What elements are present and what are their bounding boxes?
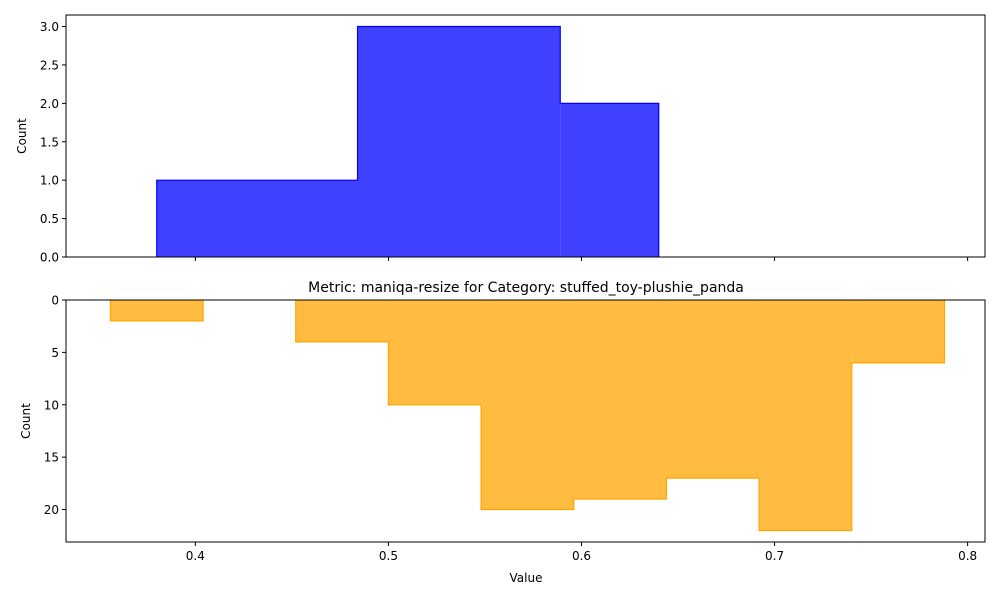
top-y-tick-label: 0.5: [40, 212, 59, 226]
bottom-histogram-bar: [851, 300, 945, 363]
top-y-axis-label: Count: [15, 118, 29, 154]
top-y-tick-label: 2.0: [40, 97, 59, 111]
bottom-y-tick-label: 20: [44, 503, 59, 517]
top-histogram-bars: [156, 25, 660, 258]
bottom-x-tick-label: 0.7: [765, 549, 784, 563]
bottom-histogram-bar: [481, 300, 574, 510]
bottom-histogram-panel: Metric: maniqa-resize for Category: stuf…: [19, 280, 986, 585]
bottom-x-axis-label: Value: [510, 571, 543, 585]
bottom-histogram-bar: [295, 300, 389, 342]
bottom-y-axis-ticks: 0 5 10 15 20: [44, 294, 66, 517]
bottom-histogram-bars: [109, 300, 946, 532]
bottom-y-axis-label: Count: [19, 403, 33, 439]
top-y-tick-label: 0.0: [40, 251, 59, 265]
bottom-x-axis-ticks: 0.4 0.5 0.6 0.7 0.8: [186, 542, 977, 563]
bottom-y-tick-label: 10: [44, 398, 59, 412]
bottom-histogram-bar: [388, 300, 482, 405]
bottom-x-tick-label: 0.4: [186, 549, 205, 563]
bottom-x-tick-label: 0.8: [958, 549, 977, 563]
bottom-y-tick-label: 15: [44, 451, 59, 465]
top-y-tick-label: 3.0: [40, 20, 59, 34]
bottom-histogram-bar: [666, 300, 760, 479]
top-histogram-outline: [156, 25, 660, 257]
bottom-histogram-bar: [573, 300, 667, 500]
top-y-axis-ticks: 0.0 0.5 1.0 1.5 2.0 2.5 3.0: [40, 20, 66, 265]
top-y-tick-label: 2.5: [40, 58, 59, 72]
bottom-y-tick-label: 5: [51, 346, 59, 360]
top-histogram-bar: [357, 26, 561, 258]
top-plot-frame: [65, 14, 986, 258]
bottom-plot-frame: [65, 299, 986, 543]
top-histogram-bar: [560, 103, 659, 257]
top-histogram-bar: [156, 180, 358, 257]
top-y-tick-label: 1.5: [40, 135, 59, 149]
bottom-histogram-bar: [110, 300, 204, 321]
bottom-histogram-outline: [109, 300, 946, 532]
bottom-y-tick-label: 0: [51, 294, 59, 308]
top-y-tick-label: 1.0: [40, 174, 59, 188]
bottom-x-tick-label: 0.6: [572, 549, 591, 563]
bottom-x-tick-label: 0.5: [379, 549, 398, 563]
top-histogram-panel: 0.0 0.5 1.0 1.5 2.0 2.5 3.0 Count: [15, 14, 986, 265]
bottom-chart-title: Metric: maniqa-resize for Category: stuf…: [308, 280, 744, 296]
top-x-axis-ticks: [194, 257, 969, 261]
bottom-histogram-bar: [759, 300, 852, 531]
